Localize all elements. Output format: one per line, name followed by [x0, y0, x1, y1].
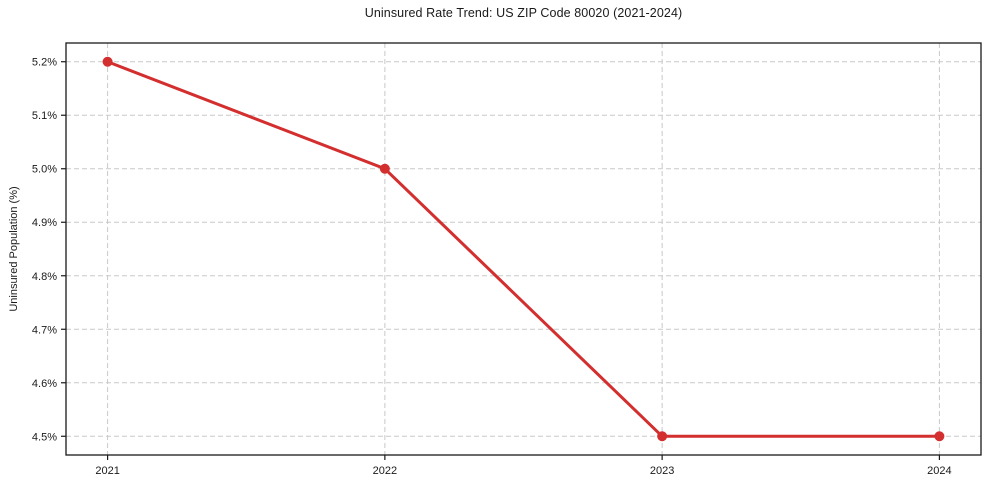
y-tick-label: 5.1%	[32, 110, 57, 122]
x-tick-label: 2023	[650, 465, 674, 477]
x-tick-label: 2021	[95, 465, 119, 477]
y-tick-label: 4.7%	[32, 324, 57, 336]
x-tick-label: 2022	[373, 465, 397, 477]
y-tick-label: 4.5%	[32, 431, 57, 443]
y-tick-label: 4.6%	[32, 378, 57, 390]
plot-border	[65, 42, 982, 456]
data-point	[102, 56, 113, 67]
y-tick-label: 5.2%	[32, 57, 57, 69]
data-point	[379, 163, 390, 174]
data-point	[934, 431, 945, 442]
y-tick-label: 4.8%	[32, 271, 57, 283]
trend-line	[107, 60, 940, 438]
y-tick-label: 5.0%	[32, 164, 57, 176]
x-tick-label: 2024	[927, 465, 951, 477]
chart-title: Uninsured Rate Trend: US ZIP Code 80020 …	[364, 6, 683, 20]
data-point	[657, 431, 668, 442]
y-tick-label: 4.9%	[32, 217, 57, 229]
